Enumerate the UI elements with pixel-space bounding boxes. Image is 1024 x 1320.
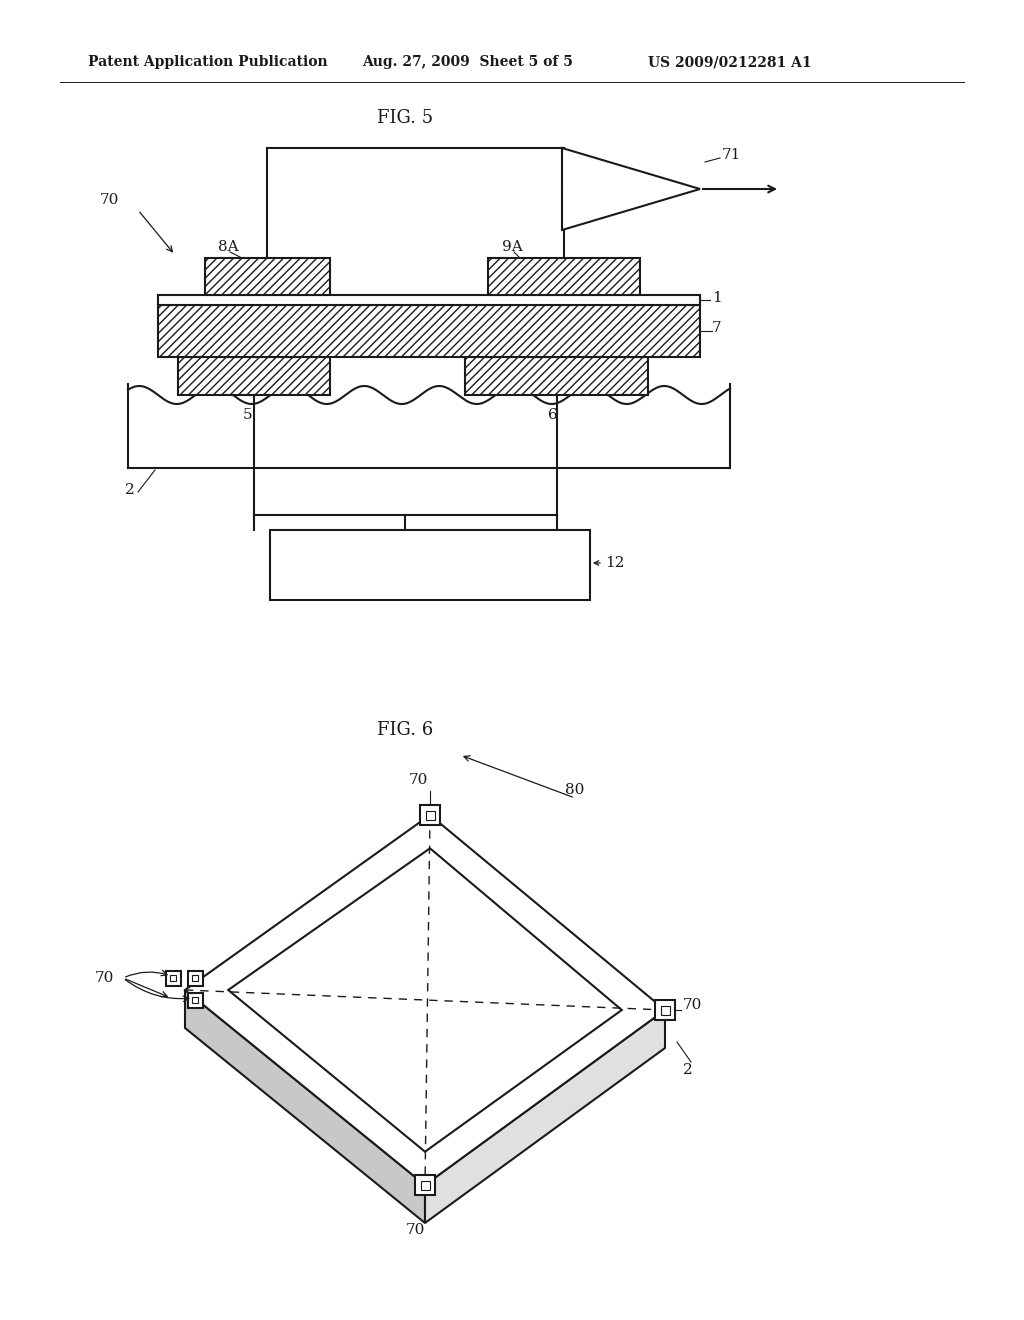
Polygon shape [425,1010,665,1224]
Text: 1: 1 [712,290,722,305]
Bar [426,810,434,820]
Text: 70: 70 [100,193,120,207]
Bar [415,1175,435,1195]
Text: Patent Application Publication: Patent Application Publication [88,55,328,69]
Text: 70: 70 [683,998,702,1012]
Bar [205,257,330,294]
Bar [166,970,180,986]
Text: 70: 70 [409,774,428,787]
Text: US 2009/0212281 A1: US 2009/0212281 A1 [648,55,812,69]
Text: 2: 2 [683,1063,693,1077]
Bar [191,997,199,1003]
Bar [660,1006,670,1015]
Text: 6: 6 [548,408,558,422]
Text: 80: 80 [565,783,585,797]
Text: ~: ~ [685,323,700,342]
Text: FIG. 6: FIG. 6 [377,721,433,739]
Text: Aug. 27, 2009  Sheet 5 of 5: Aug. 27, 2009 Sheet 5 of 5 [362,55,572,69]
Text: 2: 2 [125,483,135,498]
Text: 71: 71 [722,148,741,162]
Text: FIG. 5: FIG. 5 [377,110,433,127]
Text: 7: 7 [712,321,722,335]
Bar [655,1001,675,1020]
Polygon shape [185,990,425,1224]
Text: 8A: 8A [218,240,239,253]
Text: GATE CONTROL CIRCUIT: GATE CONTROL CIRCUIT [328,558,532,572]
Text: 70: 70 [406,1224,425,1237]
Bar [178,356,330,395]
Bar [158,305,700,356]
Text: 5: 5 [243,408,253,422]
Bar [191,974,199,981]
Text: 12: 12 [605,556,625,570]
Text: 9A: 9A [502,240,522,253]
Bar [421,1180,429,1189]
Bar [465,356,648,395]
Bar [488,257,640,294]
Polygon shape [185,814,665,1185]
Bar [420,805,440,825]
Bar [187,970,203,986]
Bar [158,294,700,305]
Bar [187,993,203,1007]
Bar [170,974,176,981]
Text: 70: 70 [95,972,115,985]
Bar [270,531,590,601]
Polygon shape [562,148,700,230]
